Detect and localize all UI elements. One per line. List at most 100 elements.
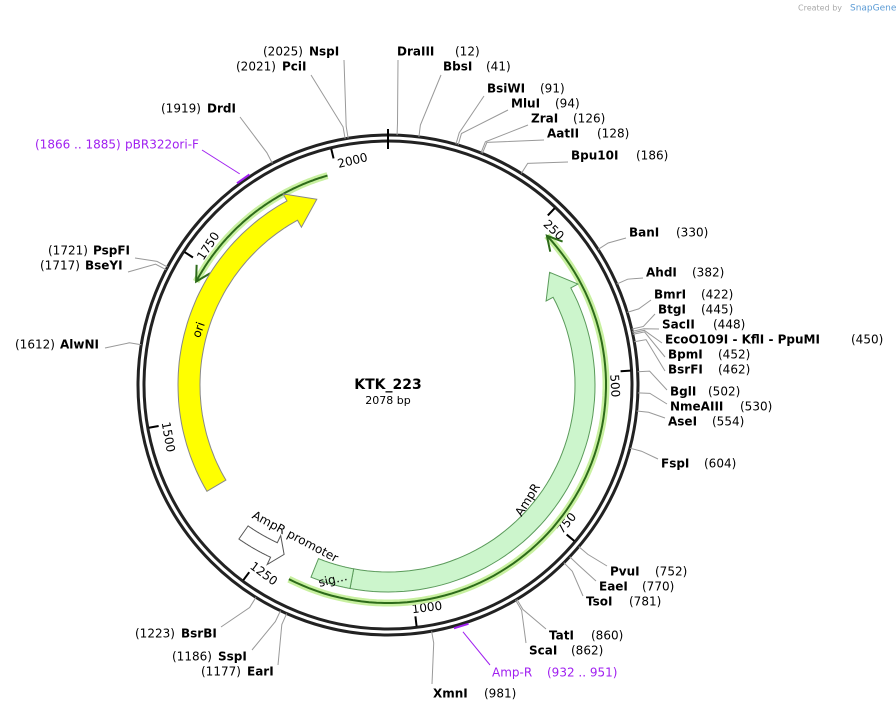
site-leader <box>632 331 666 358</box>
site-position: (448) <box>713 318 745 332</box>
site-position: (1177) <box>201 665 241 679</box>
site-position: (128) <box>597 127 629 141</box>
site-leader <box>457 109 509 146</box>
site-position: (781) <box>629 595 661 609</box>
site-leader <box>310 74 346 139</box>
site-name: Bpu10I <box>571 149 618 163</box>
site-position: (94) <box>555 97 580 111</box>
map-length: 2078 bp <box>365 394 410 407</box>
tick-label: 500 <box>607 374 622 398</box>
site-leader <box>634 339 666 372</box>
site-name: MluI <box>511 97 540 111</box>
site-position: (1919) <box>161 102 201 116</box>
site-name: EcoO109I - KflI - PpuMI <box>665 333 820 347</box>
site-position: (1612) <box>15 338 55 352</box>
site-leader <box>239 116 273 164</box>
site-leader <box>134 257 168 268</box>
site-position: (860) <box>591 629 623 643</box>
site-name: DraIII <box>397 45 434 59</box>
strand-arc <box>288 235 607 604</box>
site-leader <box>343 59 349 139</box>
map-name: KTK_223 <box>354 377 421 393</box>
site-name: EaeI <box>599 580 628 594</box>
watermark-brand: SnapGene <box>850 4 896 14</box>
site-name: BtgI <box>658 303 686 317</box>
site-name: PvuI <box>610 565 640 579</box>
site-leader <box>431 631 435 685</box>
site-position: (330) <box>676 226 708 240</box>
site-position: (530) <box>740 400 772 414</box>
primer-mark <box>236 173 251 185</box>
strand-arc <box>195 174 328 283</box>
site-position: (604) <box>704 457 736 471</box>
site-name: SspI <box>218 650 247 664</box>
site-leader <box>631 313 656 330</box>
site-position: (186) <box>636 149 668 163</box>
tick-label: 1500 <box>159 421 178 454</box>
primer-mark <box>453 622 469 630</box>
site-leader <box>632 328 660 332</box>
site-name: TatI <box>549 629 574 643</box>
site-leader <box>455 95 485 145</box>
site-name: NmeAIII <box>670 400 723 414</box>
site-leader <box>480 124 529 154</box>
primer-leader <box>201 149 240 175</box>
primer-leader <box>462 631 491 666</box>
site-name: BsrBI <box>181 627 217 641</box>
strand-arrowhead <box>545 234 563 252</box>
site-name: BpmI <box>668 348 703 362</box>
site-position: (862) <box>571 644 603 658</box>
site-position: (2025) <box>263 45 303 59</box>
site-position: (1717) <box>40 259 80 273</box>
watermark-prefix: Created by <box>798 4 842 13</box>
site-leader <box>127 263 167 273</box>
tick-mark <box>414 616 418 627</box>
site-name: XmnI <box>433 687 468 701</box>
site-position: (422) <box>701 288 733 302</box>
site-name: BsrFI <box>668 363 703 377</box>
site-position: (452) <box>718 348 750 362</box>
tick-mark <box>184 251 194 259</box>
site-leader <box>637 392 668 405</box>
primer-name: Amp-R <box>492 666 532 680</box>
site-position: (445) <box>701 303 733 317</box>
site-name: ScaI <box>529 644 557 658</box>
tick-label: 1250 <box>247 559 280 588</box>
site-leader <box>515 599 527 644</box>
feature-ori <box>177 193 318 492</box>
feature-promoter <box>238 525 285 566</box>
site-leader <box>597 237 627 250</box>
site-position: (382) <box>692 266 724 280</box>
site-name: BbsI <box>443 60 472 74</box>
site-position: (41) <box>486 60 511 74</box>
site-leader <box>636 410 666 419</box>
feature-label: ori <box>189 320 207 339</box>
feature-label: sig… <box>317 569 349 590</box>
site-name: TsoI <box>586 595 612 609</box>
site-leader <box>629 447 659 460</box>
site-position: (1721) <box>48 244 88 258</box>
site-position: (1223) <box>135 627 175 641</box>
site-leader <box>418 74 442 137</box>
site-position: (770) <box>642 580 674 594</box>
site-name: EarI <box>247 665 274 679</box>
site-position: (1186) <box>172 650 212 664</box>
site-position: (981) <box>484 687 516 701</box>
site-name: BsiWI <box>487 82 525 96</box>
site-name: FspI <box>661 457 689 471</box>
tick-label: 2000 <box>336 150 369 171</box>
tick-mark <box>242 571 251 581</box>
site-name: SacII <box>662 318 695 332</box>
site-leader <box>627 299 652 313</box>
site-leader <box>104 342 142 349</box>
site-leader <box>277 613 288 666</box>
strand-arrowhead <box>195 264 211 284</box>
site-name: PspFI <box>93 244 130 258</box>
site-position: (462) <box>718 363 750 377</box>
site-leader <box>569 556 597 582</box>
tick-mark <box>330 148 335 159</box>
site-leader <box>481 139 545 154</box>
site-name: ZraI <box>531 112 558 126</box>
